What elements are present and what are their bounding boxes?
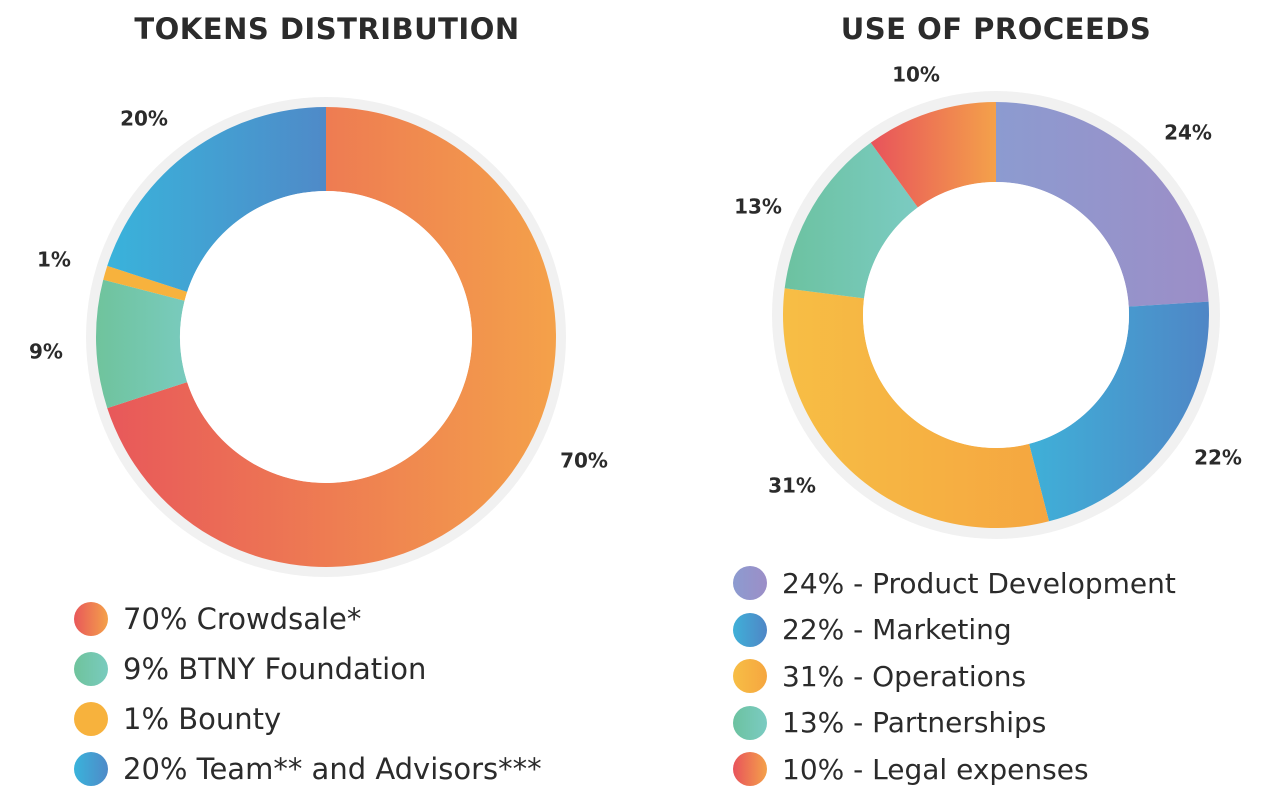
legend-item-legal-expenses: 10% - Legal expenses [733,746,1176,793]
legend-label: 22% - Marketing [782,613,1012,647]
legend-label: 10% - Legal expenses [782,752,1089,786]
legend-item-team-and-advisors: 20% Team** and Advisors*** [74,744,542,794]
legend-swatch [74,652,108,686]
legend-label: 1% Bounty [123,702,282,736]
legend-swatch [733,566,767,601]
proceeds-slice-product-development [996,102,1209,307]
slice-percent-label: 10% [892,63,940,87]
legend-swatch [733,612,767,647]
slice-percent-label: 24% [1164,121,1212,145]
tokens-distribution-donut: 70% 9% 1% 20% [29,97,608,577]
proceeds-slice-legal-expenses [870,102,996,208]
use-of-proceeds-legend: 24% - Product Development 22% - Marketing… [733,560,1176,793]
legend-label: 31% - Operations [782,659,1027,693]
legend-swatch [74,752,108,786]
proceeds-slice-partnerships [784,142,918,299]
tokens-distribution-legend: 70% Crowdsale* 9% BTNY Foundation 1% Bount… [74,594,542,794]
legend-item-marketing: 22% - Marketing [733,607,1176,654]
chart-title: TOKENS DISTRIBUTION [134,12,520,46]
use-of-proceeds-donut: 24% 22% 31% 13% 10% [734,63,1242,539]
legend-label: 20% Team** and Advisors*** [123,752,542,786]
proceeds-slice-marketing [1029,301,1209,522]
legend-item-crowdsale: 70% Crowdsale* [74,594,542,644]
legend-item-btny-foundation: 9% BTNY Foundation [74,644,542,694]
legend-label: 70% Crowdsale* [123,602,362,636]
tokens-slice-team-and-advisors [107,107,326,292]
chart-title: USE OF PROCEEDS [840,12,1152,46]
donut-hole [180,191,472,483]
legend-label: 13% - Partnerships [782,706,1047,740]
legend-item-product-development: 24% - Product Development [733,560,1176,607]
slice-percent-label: 9% [29,340,63,364]
slice-percent-label: 1% [37,248,71,272]
legend-swatch [74,602,108,636]
legend-label: 24% - Product Development [782,566,1176,600]
legend-swatch [74,702,108,736]
tokens-slice-crowdsale [107,107,556,567]
slice-percent-label: 22% [1194,446,1242,470]
tokens-slice-bounty [103,265,188,301]
slice-percent-label: 31% [768,474,816,498]
legend-item-bounty: 1% Bounty [74,694,542,744]
donut-hole [863,182,1129,448]
slice-percent-label: 13% [734,195,782,219]
legend-item-operations: 31% - Operations [733,653,1176,700]
slice-percent-label: 20% [120,107,168,131]
slice-percent-label: 70% [560,449,608,473]
legend-swatch [733,659,767,694]
legend-item-partnerships: 13% - Partnerships [733,700,1176,747]
legend-swatch [733,705,767,740]
proceeds-slice-operations [783,288,1049,529]
tokens-distribution-panel: TOKENS DISTRIBUTION 70% 9% 1% 20% 70% Crowd… [29,12,608,794]
tokens-slice-btny-foundation [96,279,188,409]
legend-label: 9% BTNY Foundation [123,652,427,686]
legend-swatch [733,752,767,787]
use-of-proceeds-panel: USE OF PROCEEDS 24% 22% 31% 13% 10% 24% - Pr… [660,0,1280,801]
